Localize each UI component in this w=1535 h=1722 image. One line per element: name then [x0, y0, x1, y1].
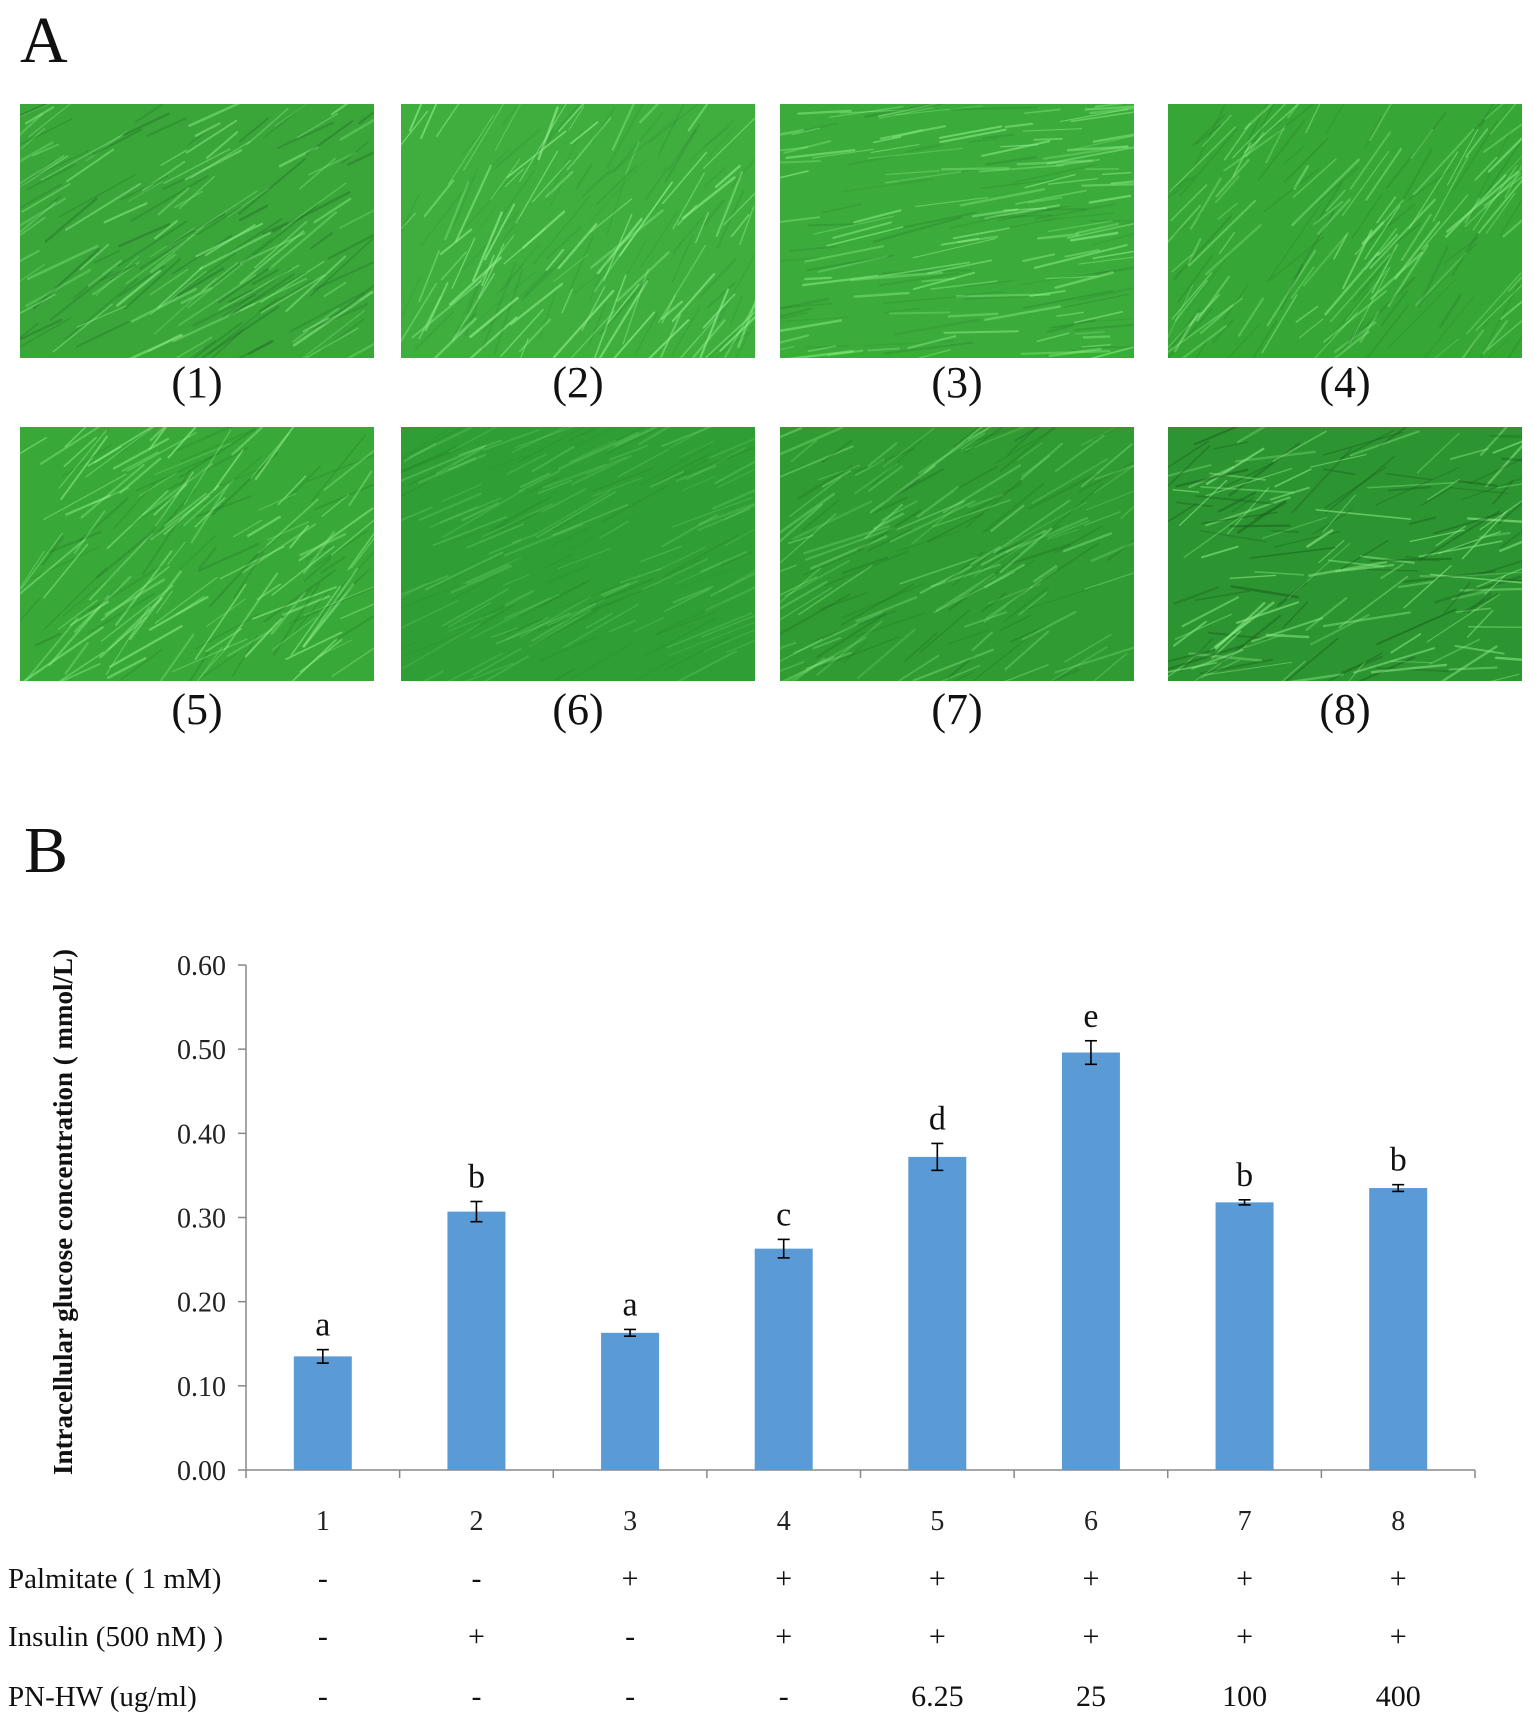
significance-letter: b: [468, 1159, 485, 1196]
y-tick-label: 0.50: [177, 1035, 226, 1066]
microscopy-label-2: (2): [552, 358, 604, 407]
microscopy-image-6: [401, 427, 755, 681]
significance-letter: a: [315, 1307, 330, 1344]
x-tick-label: 2: [469, 1506, 483, 1537]
treatment-cell: 100: [1222, 1680, 1267, 1713]
significance-letter: c: [776, 1196, 791, 1233]
significance-letter: b: [1236, 1157, 1253, 1194]
microscopy-label-4: (4): [1319, 358, 1371, 407]
microscopy-image-8: [1168, 427, 1522, 681]
microscopy-image-4: [1168, 104, 1522, 358]
treatment-cell: -: [471, 1680, 481, 1713]
treatment-row-label: PN-HW (ug/ml): [8, 1681, 197, 1713]
microscopy-image-1: [20, 104, 374, 358]
treatment-table: Palmitate ( 1 mM) - - + + + + + + Insulin (500 nM…: [8, 1562, 1421, 1713]
y-tick-label: 0.00: [177, 1456, 226, 1487]
x-tick-label: 7: [1238, 1506, 1252, 1537]
treatment-cell: -: [779, 1680, 789, 1713]
y-tick-label: 0.20: [177, 1288, 226, 1319]
treatment-cell: +: [1236, 1620, 1253, 1653]
bar-3: [601, 1332, 660, 1470]
bar-4: [754, 1248, 813, 1470]
treatment-cell: 400: [1376, 1680, 1421, 1713]
significance-letter: d: [929, 1100, 946, 1137]
treatment-cell: +: [1236, 1562, 1253, 1595]
microscopy-label-1: (1): [171, 358, 223, 407]
significance-letter: e: [1083, 998, 1098, 1035]
treatment-cell: +: [1082, 1562, 1099, 1595]
microscopy-image-3: [780, 104, 1134, 358]
treatment-cell: -: [318, 1562, 328, 1595]
treatment-cell: +: [929, 1620, 946, 1653]
x-tick-label: 6: [1084, 1506, 1098, 1537]
bar-6: [1061, 1052, 1120, 1470]
treatment-cell: +: [1390, 1620, 1407, 1653]
microscopy-image-2: [401, 104, 755, 358]
x-tick-label: 5: [930, 1506, 944, 1537]
y-tick-label: 0.10: [177, 1372, 226, 1403]
bar-8: [1369, 1188, 1428, 1470]
x-tick-label: 4: [777, 1506, 791, 1537]
treatment-cell: -: [471, 1562, 481, 1595]
chart-bars: [293, 1039, 1428, 1470]
microscopy-label-5: (5): [171, 685, 223, 734]
bar-5: [908, 1156, 967, 1470]
microscopy-label-3: (3): [931, 358, 983, 407]
x-tick-label: 8: [1391, 1506, 1405, 1537]
treatment-cell: +: [622, 1562, 639, 1595]
treatment-cell: -: [625, 1620, 635, 1653]
treatment-cell: +: [1082, 1620, 1099, 1653]
treatment-cell: +: [468, 1620, 485, 1653]
bar-1: [293, 1356, 352, 1470]
x-tick-label: 1: [316, 1506, 330, 1537]
treatment-cell: +: [775, 1562, 792, 1595]
chart-labels: a b a c d e b b: [315, 998, 1406, 1344]
significance-letter: b: [1390, 1142, 1407, 1179]
treatment-cell: -: [318, 1620, 328, 1653]
microscopy-label-8: (8): [1319, 685, 1371, 734]
microscopy-image-5: [20, 427, 374, 681]
microscopy-image-7: [780, 427, 1134, 681]
microscopy-label-6: (6): [552, 685, 604, 734]
significance-letter: a: [623, 1286, 638, 1323]
bar-2: [447, 1211, 506, 1470]
treatment-cell: +: [1390, 1562, 1407, 1595]
treatment-cell: -: [318, 1680, 328, 1713]
treatment-cell: +: [775, 1620, 792, 1653]
y-axis-title: Intracellular glucose concentration ( mm…: [48, 949, 78, 1475]
treatment-cell: 25: [1076, 1680, 1106, 1713]
y-tick-label: 0.60: [177, 951, 226, 982]
microscopy-label-7: (7): [931, 685, 983, 734]
treatment-row-label: Insulin (500 nM) ): [8, 1621, 223, 1653]
bar-7: [1215, 1202, 1274, 1470]
y-tick-label: 0.30: [177, 1204, 226, 1235]
panel-b-letter: B: [24, 814, 69, 887]
panel-a-letter: A: [20, 4, 68, 77]
treatment-row-label: Palmitate ( 1 mM): [8, 1563, 221, 1595]
y-tick-label: 0.40: [177, 1119, 226, 1150]
treatment-cell: 6.25: [911, 1680, 964, 1713]
treatment-cell: +: [929, 1562, 946, 1595]
treatment-cell: -: [625, 1680, 635, 1713]
x-tick-label: 3: [623, 1506, 637, 1537]
